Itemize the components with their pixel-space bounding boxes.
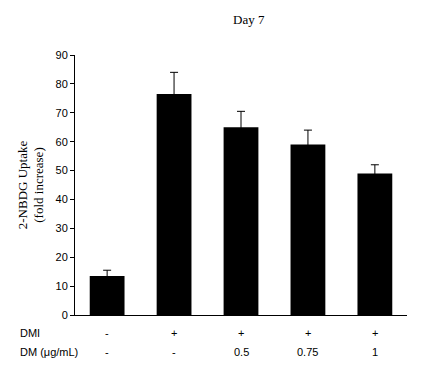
svg-text:1: 1 xyxy=(372,346,378,358)
svg-text:2-NBDG Uptake(fold increase): 2-NBDG Uptake(fold increase) xyxy=(15,141,47,230)
svg-text:-: - xyxy=(105,327,109,339)
svg-text:0.75: 0.75 xyxy=(297,346,318,358)
svg-text:-: - xyxy=(105,346,109,358)
svg-text:+: + xyxy=(171,327,177,339)
svg-text:0: 0 xyxy=(62,309,68,321)
svg-text:50: 50 xyxy=(56,164,68,176)
svg-text:40: 40 xyxy=(56,193,68,205)
svg-text:0.5: 0.5 xyxy=(234,346,249,358)
svg-text:DM (μg/mL): DM (μg/mL) xyxy=(20,346,78,358)
svg-text:20: 20 xyxy=(56,251,68,263)
svg-text:10: 10 xyxy=(56,280,68,292)
svg-text:+: + xyxy=(372,327,378,339)
svg-text:Day 7: Day 7 xyxy=(233,12,265,27)
svg-text:70: 70 xyxy=(56,107,68,119)
svg-text:30: 30 xyxy=(56,222,68,234)
svg-text:+: + xyxy=(305,327,311,339)
svg-text:+: + xyxy=(238,327,244,339)
svg-text:80: 80 xyxy=(56,78,68,90)
svg-text:60: 60 xyxy=(56,136,68,148)
svg-text:90: 90 xyxy=(56,49,68,61)
svg-text:-: - xyxy=(172,346,176,358)
svg-text:DMI: DMI xyxy=(20,327,40,339)
